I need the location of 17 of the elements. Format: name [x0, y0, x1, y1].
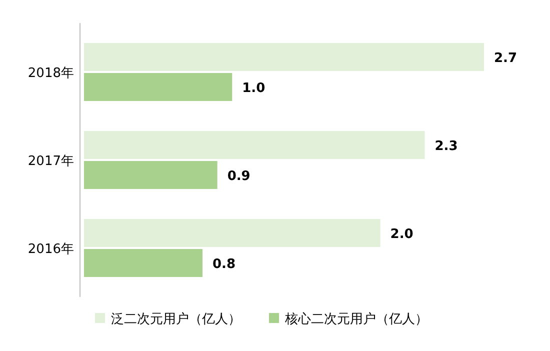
- legend-label: 泛二次元用户（亿人）: [111, 312, 241, 327]
- legend-label: 核心二次元用户（亿人）: [284, 311, 428, 327]
- data-label: 1.0: [242, 81, 266, 96]
- y-tick-label: 2017年: [28, 154, 74, 169]
- data-label: 2.7: [494, 51, 518, 66]
- data-label: 0.9: [227, 169, 250, 184]
- bar: [84, 249, 203, 277]
- y-tick-label: 2018年: [28, 66, 74, 81]
- data-label: 2.0: [390, 227, 414, 242]
- bar: [84, 73, 232, 101]
- bar: [84, 131, 425, 159]
- data-label: 2.3: [434, 139, 458, 154]
- bar: [84, 219, 380, 247]
- bar: [84, 43, 484, 71]
- y-tick-label: 2016年: [28, 242, 74, 257]
- bar: [84, 161, 218, 189]
- data-label: 0.8: [212, 257, 236, 272]
